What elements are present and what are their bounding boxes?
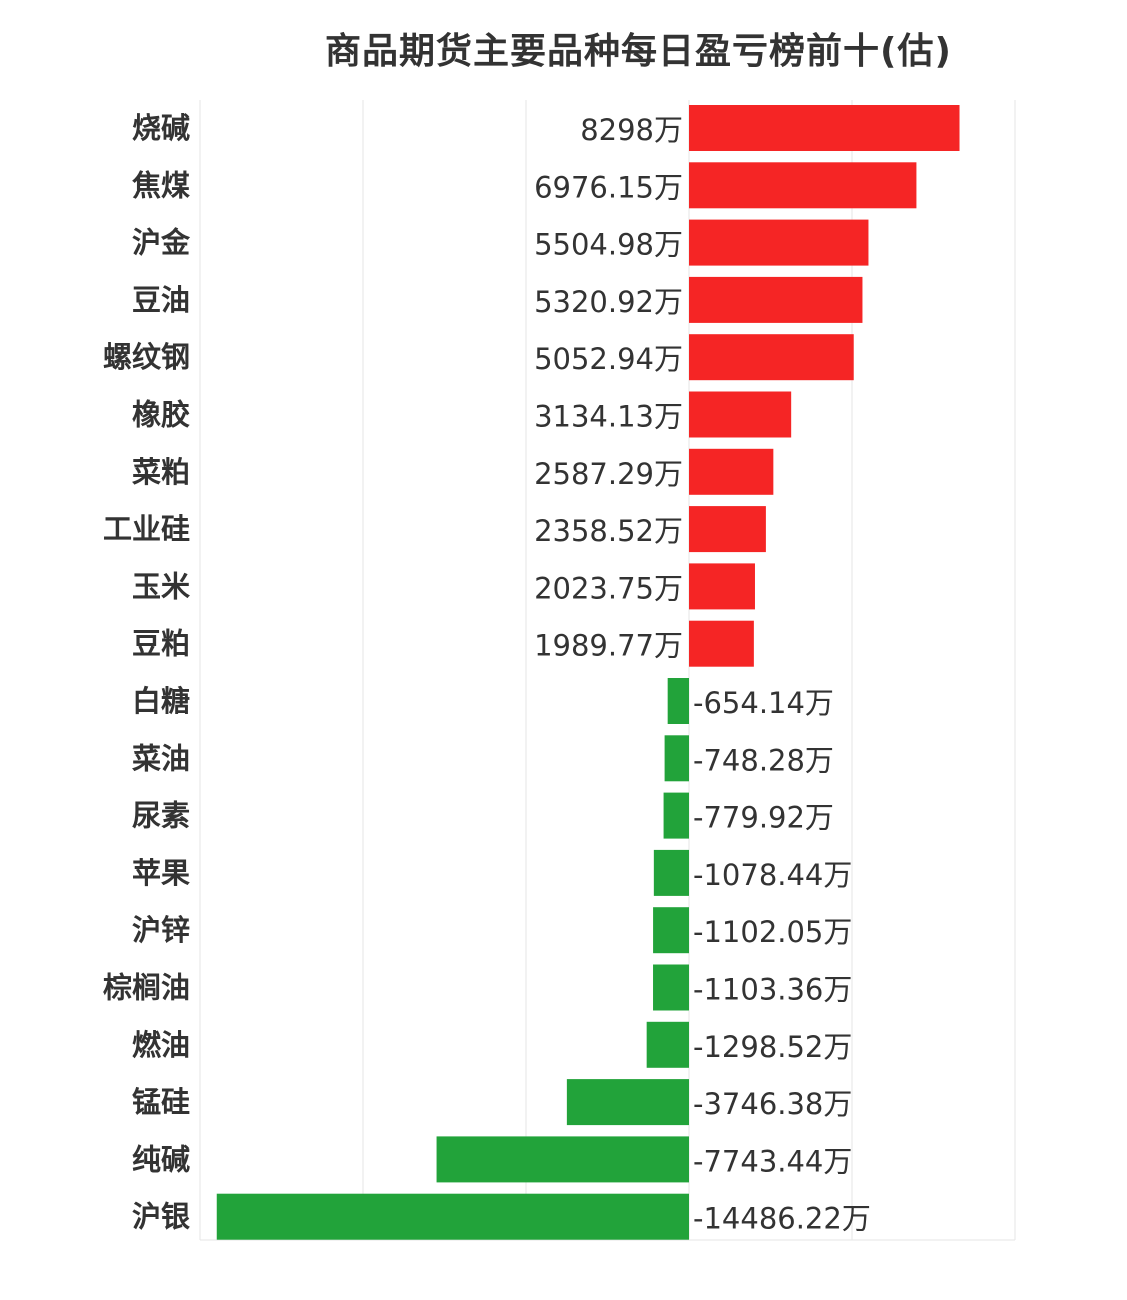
category-label: 烧碱: [132, 111, 190, 145]
bar: [689, 105, 960, 151]
value-label: -1078.44万: [693, 858, 852, 892]
bar: [689, 219, 869, 266]
category-label: 锰硅: [132, 1085, 190, 1119]
gridlines: [199, 100, 1016, 1241]
value-label: 3134.13万: [534, 400, 683, 434]
bar: [667, 678, 689, 724]
bar: [689, 448, 774, 495]
bar: [653, 849, 689, 896]
value-labels: 8298万 6976.15万 5504.98万 5320.92万 5052.94万 313…: [534, 113, 871, 1236]
category-label: 沪锌: [132, 913, 190, 947]
category-label: 豆粕: [132, 627, 190, 661]
category-label: 豆油: [132, 283, 190, 317]
category-label: 焦煤: [132, 168, 190, 202]
bars: [216, 105, 960, 1240]
value-label: -748.28万: [693, 743, 834, 777]
bar: [663, 792, 689, 839]
value-label: 6976.15万: [534, 170, 683, 204]
bar: [566, 1079, 689, 1126]
bar: [653, 964, 689, 1011]
bar: [653, 907, 689, 954]
category-label: 燃油: [132, 1028, 190, 1062]
value-label: 5504.98万: [534, 228, 683, 262]
category-label: 菜粕: [132, 455, 190, 489]
category-label: 螺纹钢: [103, 340, 190, 374]
value-label: -779.92万: [693, 801, 834, 835]
bar: [689, 391, 792, 438]
chart-title: 商品期货主要品种每日盈亏榜前十(估): [325, 31, 952, 72]
value-label: 5320.92万: [534, 285, 683, 319]
bar: [689, 620, 754, 667]
category-labels: 烧碱焦煤沪金豆油螺纹钢橡胶菜粕工业硅玉米豆粕白糖菜油尿素苹果沪锌棕榈油燃油锰硅纯…: [103, 111, 191, 1234]
value-label: -3746.38万: [693, 1087, 852, 1121]
bar: [689, 563, 755, 610]
category-label: 棕榈油: [103, 971, 190, 1005]
category-label: 苹果: [132, 856, 190, 890]
value-label: 1989.77万: [534, 629, 683, 663]
bar: [689, 276, 863, 323]
bar: [216, 1193, 690, 1240]
value-label: 2358.52万: [534, 514, 683, 548]
value-label: -654.14万: [693, 686, 834, 720]
value-label: -7743.44万: [693, 1144, 852, 1178]
category-label: 菜油: [132, 741, 190, 775]
category-label: 玉米: [132, 569, 190, 603]
category-label: 橡胶: [132, 398, 190, 432]
category-label: 纯碱: [132, 1142, 190, 1176]
category-label: 工业硅: [103, 512, 190, 546]
value-label: 2587.29万: [534, 457, 683, 491]
bar: [646, 1021, 689, 1068]
bar: [689, 334, 854, 381]
value-label: -14486.22万: [693, 1202, 871, 1236]
category-label: 沪金: [132, 226, 191, 260]
value-label: 5052.94万: [534, 342, 683, 376]
bar: [436, 1136, 689, 1183]
category-label: 沪银: [132, 1200, 190, 1234]
category-label: 白糖: [132, 684, 190, 718]
bar: [689, 506, 766, 553]
value-label: -1102.05万: [693, 915, 852, 949]
value-label: -1103.36万: [693, 973, 852, 1007]
category-label: 尿素: [132, 799, 190, 833]
value-label: -1298.52万: [693, 1030, 852, 1064]
value-label: 8298万: [580, 113, 683, 147]
bar: [689, 162, 917, 209]
bar: [664, 735, 689, 782]
value-label: 2023.75万: [534, 571, 683, 605]
